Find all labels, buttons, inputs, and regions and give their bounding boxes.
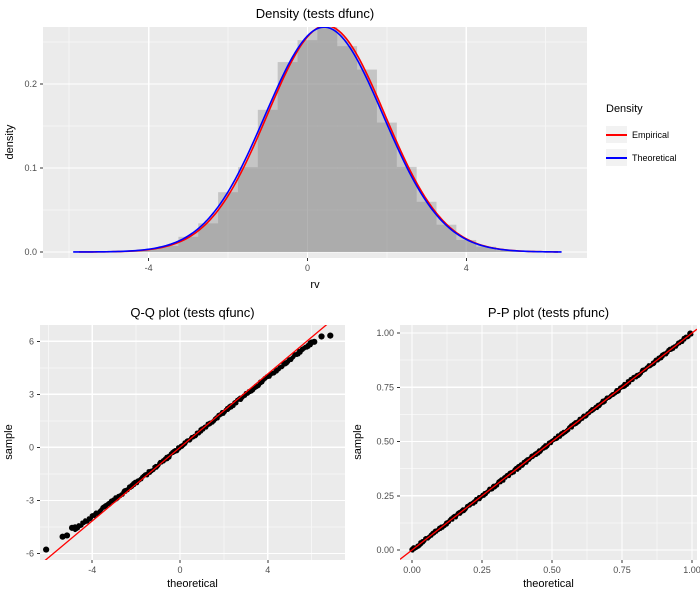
pp-plot-area: 0.00 0.25 0.50 0.75 1.00 0.00 0.25 0.50 0.75 1.00 [376,325,700,575]
density-x-tick-label: 0 [305,263,310,273]
pp-yaxis-title: sample [352,424,364,460]
pp-reference-line [400,328,697,560]
qq-yaxis-title: sample [3,424,15,460]
qq-axes: -4 0 4 -6 -3 0 3 6 [26,336,270,575]
density-gridlines [43,27,587,258]
pp-x-tick-label: 1.00 [683,565,700,575]
pp-axes: 0.00 0.25 0.50 0.75 1.00 0.00 0.25 0.50 0.75 1.00 [376,328,700,575]
qq-x-tick-label: 4 [265,565,270,575]
pp-y-tick-label: 0.00 [376,545,394,555]
density-x-tick-label: 4 [464,263,469,273]
qq-gridlines [40,325,345,560]
qq-plot-title: Q-Q plot (tests qfunc) [130,305,255,320]
qq-panel [40,325,345,560]
legend-title: Density [606,103,643,115]
empirical-density-area [79,27,559,252]
qq-y-tick-label: -6 [26,548,34,558]
density-legend: Density Empirical Theoretical [606,103,677,172]
density-xaxis-title: rv [310,279,320,291]
density-plot-title: Density (tests dfunc) [255,6,375,21]
qq-y-tick-label: 6 [29,336,34,346]
density-y-tick-label: 0.0 [24,247,37,257]
pp-y-tick-label: 0.25 [376,491,394,501]
qq-y-tick-label: -3 [26,495,34,505]
pp-xaxis-title: theoretical [523,578,574,590]
pp-y-tick-label: 1.00 [376,328,394,338]
qq-x-tick-label: -4 [88,565,96,575]
density-y-tick-label: 0.2 [24,79,37,89]
legend-key-theoretical [606,149,627,166]
density-plot-area: -4 0 4 0.0 0.1 0.2 [24,27,587,273]
theoretical-density-curve [73,27,562,253]
qq-plot-area: -4 0 4 -6 -3 0 3 6 [26,325,345,575]
qq-y-tick-label: 3 [29,389,34,399]
legend-item-empirical: Empirical [606,126,677,143]
pp-x-tick-label: 0.75 [613,565,631,575]
pp-x-tick-label: 0.50 [543,565,561,575]
legend-item-theoretical: Theoretical [606,149,677,166]
pp-content [400,328,697,560]
qq-xaxis-title: theoretical [167,578,218,590]
pp-x-tick-label: 0.00 [403,565,421,575]
density-yaxis-title: density [4,124,16,160]
pp-x-tick-label: 0.25 [473,565,491,575]
histogram-bars [98,27,556,253]
legend-label-theoretical: Theoretical [632,152,677,163]
legend-label-empirical: Empirical [632,129,670,140]
density-content [73,27,562,253]
legend-key-empirical [606,126,627,143]
theoretical-line-swatch [606,156,627,159]
qq-reference-line [44,325,328,560]
pp-y-tick-label: 0.75 [376,382,394,392]
qq-y-tick-label: 0 [29,442,34,452]
density-axes: -4 0 4 0.0 0.1 0.2 [24,79,468,273]
density-y-tick-label: 0.1 [24,163,37,173]
pp-plot-title: P-P plot (tests pfunc) [487,305,610,320]
density-panel [43,27,587,258]
empirical-line-swatch [606,133,627,136]
qq-x-tick-label: 0 [177,565,182,575]
density-x-tick-label: -4 [145,263,153,273]
qq-content [43,325,334,560]
pp-y-tick-label: 0.50 [376,437,394,447]
